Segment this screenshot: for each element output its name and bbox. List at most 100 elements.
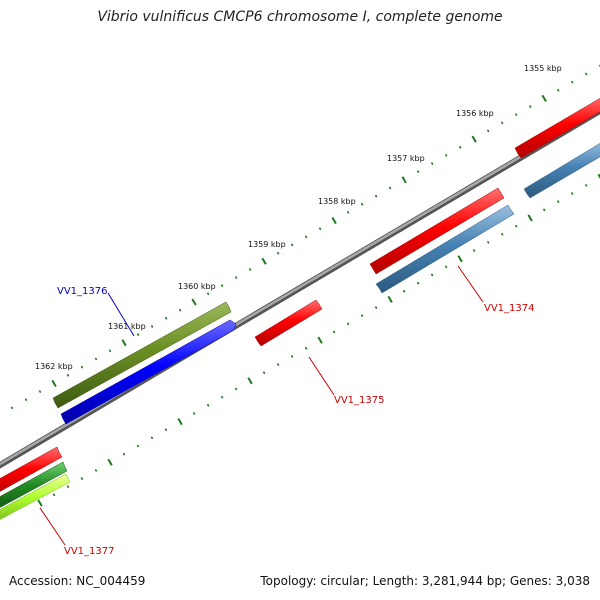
minor-tick [248,268,252,271]
minor-tick [94,469,98,472]
major-tick [331,217,337,225]
feature-vv1-1377-misc[interactable] [0,473,71,525]
major-tick [191,298,197,306]
gene-vv1-1377[interactable] [0,446,63,497]
minor-tick [556,88,560,92]
minor-tick [220,284,224,288]
minor-tick [570,192,574,195]
leader-vv1-1374 [457,265,484,303]
ruler-label: 1357 kbp [387,154,425,163]
minor-tick [80,477,84,480]
minor-tick [164,316,168,320]
ruler-label: 1355 kbp [524,64,562,73]
minor-tick [332,330,336,334]
genome-summary-text: Topology: circular; Length: 3,281,944 bp… [260,574,590,588]
minor-tick [556,200,560,204]
minor-tick [374,194,378,198]
minor-tick [570,80,574,84]
minor-tick [584,72,588,76]
leader-vv1-1375 [308,356,335,396]
minor-tick [584,183,588,187]
minor-tick [416,170,420,174]
cds-vv1-1376[interactable] [60,319,237,425]
minor-tick [66,373,70,377]
minor-tick [542,208,546,212]
major-tick [457,255,463,263]
minor-tick [206,292,210,296]
gene-label-vv1-1375[interactable]: VV1_1375 [334,395,385,406]
major-tick [387,295,393,303]
minor-tick [262,371,266,375]
minor-tick [458,145,462,149]
minor-tick [318,227,322,231]
minor-tick [346,322,350,326]
minor-tick [38,390,42,393]
major-tick [317,336,323,344]
major-tick [37,499,43,507]
gene-label-vv1-1376[interactable]: VV1_1376 [57,286,108,297]
minor-tick [346,210,350,214]
minor-tick [430,162,434,166]
ruler-ticks-outer [10,64,600,410]
minor-tick [486,129,490,133]
minor-tick [150,436,154,440]
major-tick [121,339,127,347]
cds-vv1-1373[interactable] [523,141,600,199]
minor-tick [304,346,308,350]
gene-vv1-1375[interactable] [254,299,323,347]
minor-tick [220,395,224,399]
ruler-label: 1358 kbp [318,197,356,206]
major-tick [261,257,267,265]
ruler-label: 1360 kbp [178,282,216,291]
major-tick [247,377,253,385]
major-tick [51,379,57,387]
minor-tick [66,485,70,489]
ruler-ticks-inner [37,173,600,507]
minor-tick [10,406,14,410]
minor-tick [486,240,490,244]
minor-tick [528,105,532,108]
minor-tick [150,325,154,328]
ruler-labels: 1355 kbp 1356 kbp 1357 kbp 1358 kbp 1359… [35,64,562,371]
accession-text: Accession: NC_004459 [9,574,146,588]
cds-vv1-1377[interactable] [0,461,68,513]
minor-tick [430,273,434,277]
ruler-label: 1359 kbp [248,240,286,249]
minor-tick [136,333,140,337]
minor-tick [360,314,364,318]
minor-tick [164,428,168,432]
gene-vv1-1376[interactable] [52,301,232,409]
minor-tick [374,306,378,309]
minor-tick [136,444,140,448]
minor-tick [276,363,280,366]
minor-tick [472,249,476,253]
major-tick [177,418,183,426]
minor-tick [24,398,28,402]
ruler-label: 1356 kbp [456,109,494,118]
minor-tick [52,493,56,497]
minor-tick [360,202,364,206]
minor-tick [402,289,406,293]
minor-tick [108,349,112,353]
major-tick [597,173,600,179]
minor-tick [500,232,504,236]
major-tick [471,135,477,143]
cds-vv1-1374[interactable] [375,204,515,294]
gene-vv1-1374[interactable] [369,187,505,275]
minor-tick [514,224,518,228]
minor-tick [388,186,392,190]
major-tick [401,176,407,184]
gene-label-vv1-1377[interactable]: VV1_1377 [64,546,115,557]
gene-label-vv1-1374[interactable]: VV1_1374 [484,303,535,314]
minor-tick [304,235,308,239]
minor-tick [192,412,196,415]
minor-tick [514,113,518,117]
minor-tick [290,355,294,358]
ruler-label: 1361 kbp [108,322,146,331]
minor-tick [178,308,182,312]
gene-vv1-1373[interactable] [514,96,600,159]
minor-tick [416,281,420,285]
major-tick [107,458,113,466]
major-tick [541,94,547,102]
